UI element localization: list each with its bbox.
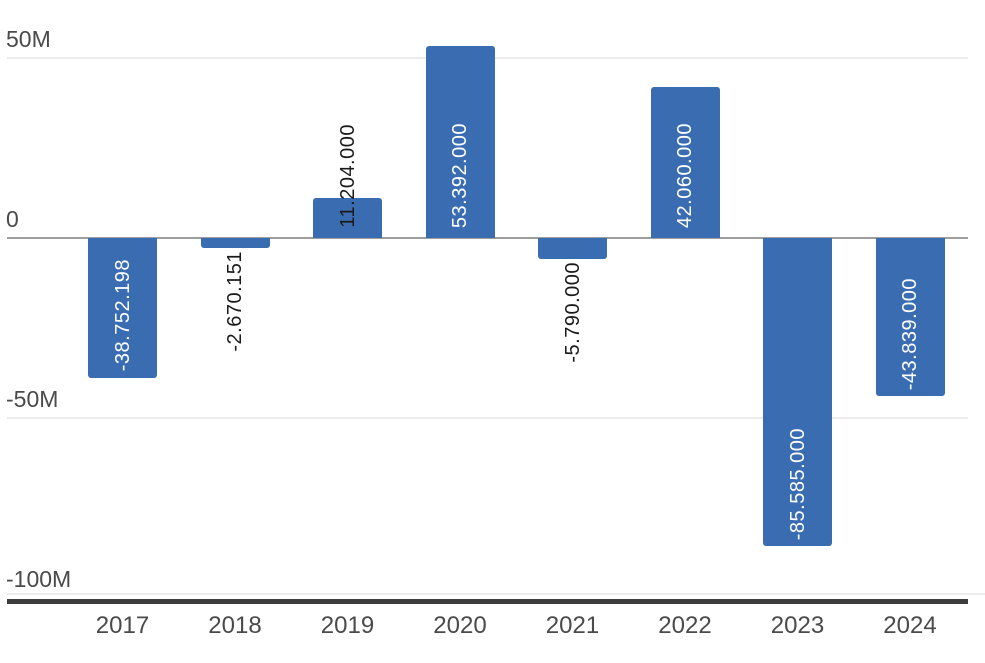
- bar-value-label-2024: -43.839.000: [899, 277, 921, 390]
- bar-value-label-2020: 53.392.000: [449, 122, 471, 228]
- bar-2018[interactable]: [200, 238, 270, 248]
- x-axis-label-2017: 2017: [95, 612, 150, 639]
- bar-value-label-2023: -85.585.000: [786, 427, 809, 541]
- bar-value-label-2021: -5.790.000: [561, 261, 584, 363]
- gridline-100m: [7, 593, 985, 595]
- bar-value-label-2019: 11.204.000: [336, 124, 359, 228]
- bar-2023[interactable]: [763, 238, 832, 547]
- bar-2019[interactable]: [313, 197, 382, 238]
- y-axis-tick-label-100m: -100M: [6, 566, 72, 592]
- y-axis-tick-label-0: 0: [6, 206, 19, 232]
- bar-2024[interactable]: [875, 238, 945, 396]
- y-axis-tick-label-50m: 50M: [6, 26, 51, 52]
- bar-2022[interactable]: [650, 86, 720, 238]
- bar-value-label-2022: 42.060.000: [674, 122, 696, 228]
- y-axis-tick-label-50m: -50M: [6, 386, 59, 412]
- bar-2020[interactable]: [425, 45, 495, 238]
- x-axis-label-2024: 2024: [883, 612, 937, 639]
- bar-2017[interactable]: [88, 238, 157, 378]
- x-axis-label-2020: 2020: [433, 612, 487, 639]
- x-axis-label-2021: 2021: [545, 612, 600, 639]
- x-axis-label-2023: 2023: [770, 612, 825, 639]
- bar-value-label-2017: -38.752.198: [111, 259, 134, 372]
- x-axis-line: [7, 599, 968, 604]
- bar-2021[interactable]: [538, 238, 607, 259]
- zero-line: [7, 237, 968, 239]
- x-axis-label-2019: 2019: [320, 612, 375, 639]
- gridline-50m: [7, 417, 968, 419]
- x-axis-label-2018: 2018: [208, 612, 262, 639]
- bar-value-label-2018: -2.670.151: [224, 250, 246, 352]
- x-axis-label-2022: 2022: [658, 612, 712, 639]
